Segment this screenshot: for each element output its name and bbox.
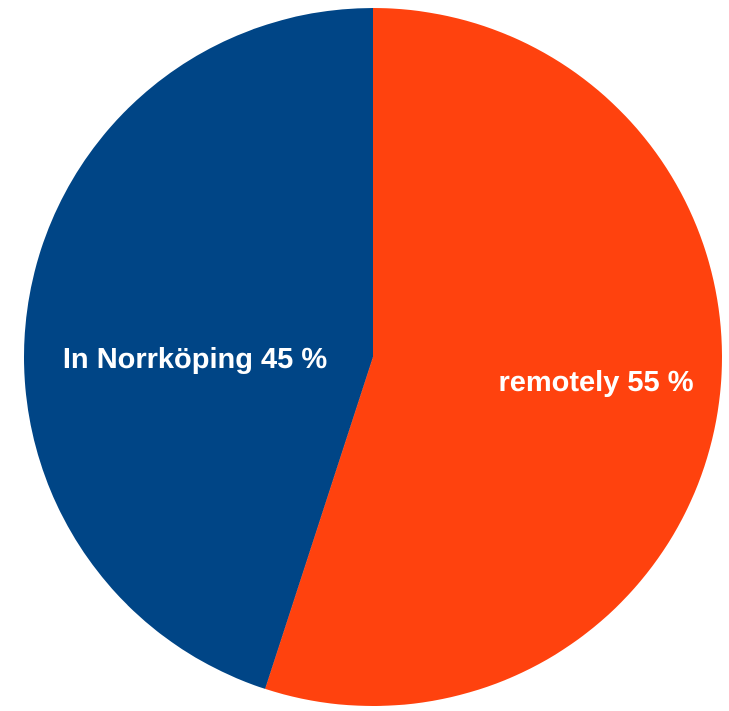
- pie-labels: In Norrköping 45 % remotely 55 %: [63, 343, 694, 398]
- pie-slices: [23, 8, 722, 706]
- pie-slice-label-1: remotely 55 %: [498, 366, 693, 398]
- pie-slice-1: [265, 8, 722, 706]
- pie-slice-0: [23, 8, 374, 689]
- pie-slice-label-0: In Norrköping 45 %: [63, 343, 327, 375]
